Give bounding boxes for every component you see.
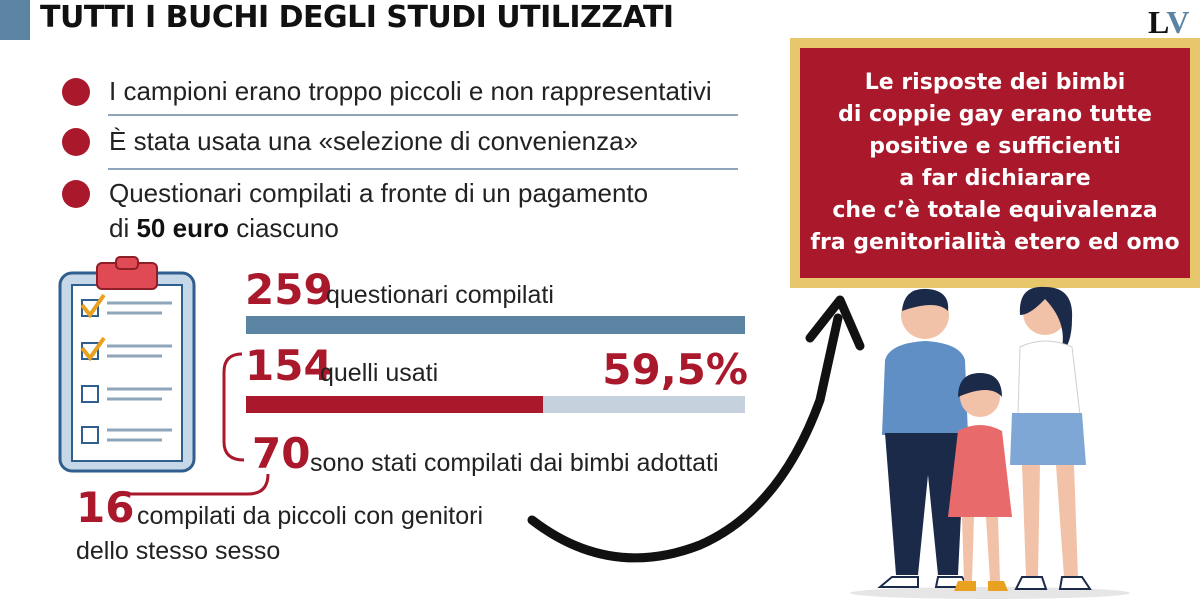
divider <box>108 114 738 116</box>
bullet-text-suffix: ciascuno <box>228 213 339 243</box>
curved-arrow-icon <box>527 295 865 563</box>
used-questionnaires-label: quelli usati <box>320 359 439 387</box>
publisher-logo: LV <box>1148 4 1190 41</box>
bullet-text-prefix: di <box>109 213 137 243</box>
bullet-item: Questionari compilati a fronte di un pag… <box>62 176 738 246</box>
same-sex-label: compilati da piccoli con genitori <box>137 502 484 530</box>
connector-line <box>130 473 270 496</box>
used-bar-track <box>246 396 745 413</box>
bullet-dot-icon <box>62 78 90 106</box>
bullet-text-line2: di 50 euro ciascuno <box>109 211 339 246</box>
bullet-text: È stata usata una «selezione di convenie… <box>109 126 639 156</box>
callout-panel: Le risposte dei bimbi di coppie gay eran… <box>800 48 1190 278</box>
used-percent: 59,5% <box>602 345 748 394</box>
same-sex-label-line2: dello stesso sesso <box>76 537 281 565</box>
total-questionnaires-number: 259 <box>245 265 333 314</box>
logo-letter-l: L <box>1148 4 1167 40</box>
clipboard-checklist-icon <box>58 256 196 473</box>
same-sex-number: 16 <box>76 483 135 532</box>
bullet-text: I campioni erano troppo piccoli e non ra… <box>109 76 712 106</box>
used-questionnaires-number: 154 <box>245 341 333 390</box>
used-bar-fill <box>246 396 543 413</box>
family-illustration <box>850 286 1130 599</box>
page-title: TUTTI I BUCHI DEGLI STUDI UTILIZZATI <box>40 0 674 35</box>
bullet-item: I campioni erano troppo piccoli e non ra… <box>62 74 738 110</box>
bullet-dot-icon <box>62 180 90 208</box>
adopted-number: 70 <box>252 429 311 478</box>
logo-letter-v: V <box>1166 4 1190 40</box>
callout-box: Le risposte dei bimbi di coppie gay eran… <box>790 38 1200 288</box>
divider <box>108 168 738 170</box>
adopted-label: sono stati compilati dai bimbi adottati <box>310 449 719 477</box>
title-accent-bar <box>0 0 30 40</box>
bullet-dot-icon <box>62 128 90 156</box>
total-bar <box>246 316 745 334</box>
payment-amount: 50 euro <box>136 213 229 243</box>
total-questionnaires-label: questionari compilati <box>326 281 554 309</box>
callout-text: Le risposte dei bimbi di coppie gay eran… <box>810 70 1180 255</box>
bullet-text: Questionari compilati a fronte di un pag… <box>109 178 649 208</box>
bracket-connector <box>222 352 245 462</box>
bullet-item: È stata usata una «selezione di convenie… <box>62 124 738 160</box>
